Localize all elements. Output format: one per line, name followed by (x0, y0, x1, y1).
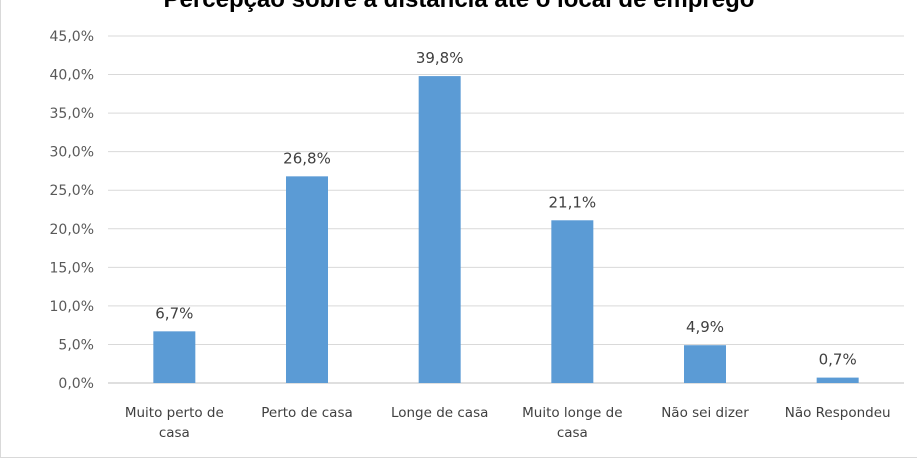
data-label: 6,7% (155, 304, 193, 322)
x-category-label: Não Respondeu (785, 405, 891, 421)
data-label: 21,1% (549, 193, 597, 211)
y-tick-label: 35,0% (50, 106, 94, 122)
y-tick-label: 30,0% (50, 145, 94, 161)
y-tick-label: 15,0% (50, 260, 94, 276)
data-label: 26,8% (283, 149, 331, 167)
y-tick-label: 0,0% (58, 376, 94, 392)
data-label: 39,8% (416, 49, 464, 67)
x-category-label: Longe de casa (391, 405, 488, 421)
x-category-label: Perto de casa (261, 405, 353, 421)
chart-title: Percepção sobre a distância até o local … (0, 0, 918, 14)
y-tick-label: 5,0% (58, 337, 94, 353)
bar (816, 377, 859, 383)
y-tick-label: 45,0% (50, 29, 94, 45)
x-category-label: Muito longe de casa (522, 405, 622, 441)
data-label: 0,7% (819, 351, 857, 369)
y-tick-label: 40,0% (50, 68, 94, 84)
data-label: 4,9% (686, 318, 724, 336)
bar (418, 76, 461, 383)
bar (684, 345, 726, 383)
x-category-label: Muito perto de casa (125, 405, 224, 441)
bar (153, 331, 196, 383)
y-tick-label: 20,0% (50, 222, 94, 238)
y-tick-label: 10,0% (50, 299, 94, 315)
bar (286, 176, 328, 383)
bar (551, 220, 594, 383)
x-category-label: Não sei dizer (661, 405, 749, 421)
y-tick-label: 25,0% (50, 183, 94, 199)
